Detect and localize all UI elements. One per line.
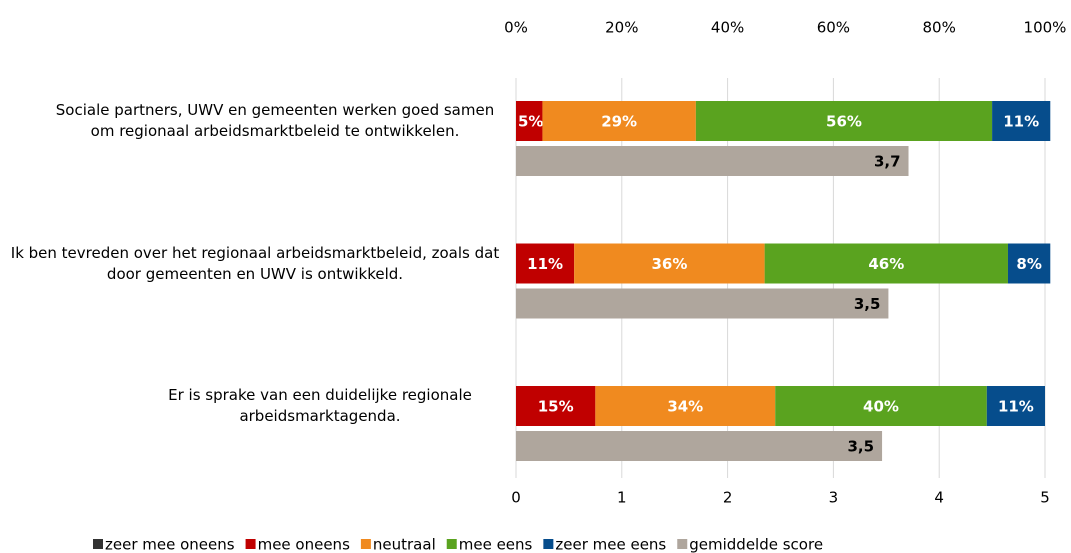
legend-label: mee eens <box>459 536 533 553</box>
category-label: Sociale partners, UWV en gemeenten werke… <box>55 101 495 140</box>
legend-swatch <box>360 539 371 549</box>
bar-segment <box>764 243 1008 284</box>
x2-tick-label: 3 <box>829 489 839 507</box>
x-tick-label: 40% <box>711 19 744 37</box>
legend-label: gemiddelde score <box>689 536 823 553</box>
data-label: 11% <box>527 255 563 273</box>
x-tick-label: 100% <box>1024 19 1067 37</box>
bar-segment <box>516 243 575 284</box>
data-label: 8% <box>1016 255 1041 273</box>
legend-label: zeer mee eens <box>555 536 666 553</box>
data-label: 29% <box>601 113 637 131</box>
bar-segment <box>1007 243 1051 284</box>
legend-label: zeer mee oneens <box>105 536 235 553</box>
score-label: 3,7 <box>874 153 901 171</box>
bar-segment <box>516 101 543 141</box>
data-label: 15% <box>538 398 574 416</box>
score-bar <box>516 146 909 176</box>
data-label: 11% <box>998 398 1034 416</box>
x-tick-label: 20% <box>605 19 638 37</box>
bar-segment <box>695 101 993 141</box>
legend-swatch <box>677 539 688 549</box>
data-label: 46% <box>868 255 904 273</box>
x2-tick-label: 2 <box>723 489 733 507</box>
x2-tick-label: 5 <box>1040 489 1050 507</box>
legend-swatch <box>93 539 103 549</box>
data-label: 36% <box>651 255 687 273</box>
bar-segment <box>595 386 776 426</box>
bar-segment <box>986 386 1045 426</box>
legend-swatch <box>245 539 256 549</box>
score-bar <box>516 288 889 319</box>
score-label: 3,5 <box>847 438 874 456</box>
score-bar <box>516 431 883 461</box>
data-label: 11% <box>1003 113 1039 131</box>
legend-swatch <box>446 539 457 549</box>
x-tick-label: 60% <box>817 19 850 37</box>
x2-tick-label: 4 <box>934 489 944 507</box>
x-tick-label: 0% <box>504 19 528 37</box>
legend-label: neutraal <box>373 536 436 553</box>
x2-tick-label: 1 <box>617 489 627 507</box>
data-label: 34% <box>667 398 703 416</box>
bar-segment <box>992 101 1051 141</box>
legend-swatch <box>543 539 554 549</box>
data-label: 56% <box>826 113 862 131</box>
x-tick-label: 80% <box>923 19 956 37</box>
bar-segment <box>574 243 765 284</box>
data-label: 5% <box>518 113 543 131</box>
legend-label: mee oneens <box>258 536 350 553</box>
category-label: Ik ben tevreden over het regionaal arbei… <box>10 243 500 283</box>
bar-segment <box>542 101 696 141</box>
bar-segment <box>775 386 987 426</box>
score-label: 3,5 <box>854 295 881 313</box>
x2-tick-label: 0 <box>511 489 521 507</box>
data-label: 40% <box>863 398 899 416</box>
bar-segment <box>516 386 596 426</box>
category-label: Er is sprake van een duidelijke regional… <box>168 386 472 425</box>
